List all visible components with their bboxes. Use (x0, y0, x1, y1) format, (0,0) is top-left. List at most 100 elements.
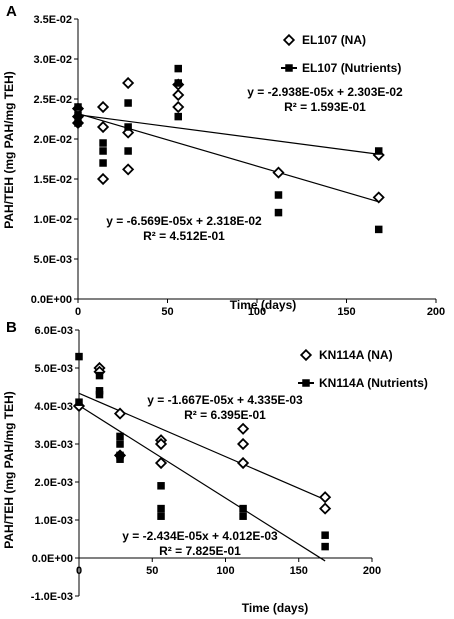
y-tick-label: 5.0E-03 (33, 254, 72, 266)
data-point-nutrients (274, 191, 283, 199)
panel-b-chart: B -1.0E-03 0.0E+00 1.0E-03 2.0E-03 3.0E-03 4.… (2, 319, 428, 615)
data-point-nutrients (95, 371, 104, 380)
panel-b-nutrients-r2: R² = 7.825E-01 (159, 544, 241, 558)
data-point-na (122, 76, 135, 90)
data-point-nutrients (124, 123, 132, 131)
panel-a-points (71, 64, 385, 234)
x-tick-label: 50 (161, 306, 173, 318)
y-tick-label: 4.0E-03 (34, 401, 73, 413)
panel-a-chart: A 0.0E+00 5.0E-03 1.0E-02 1.5E-02 2.0E-02 2.5… (2, 3, 445, 318)
data-point-na (272, 166, 285, 179)
data-point-nutrients (239, 504, 247, 513)
trendline-nutrients (77, 114, 379, 155)
data-point-na (96, 172, 110, 186)
data-point-nutrients (374, 225, 383, 234)
data-point-nutrients (321, 531, 329, 539)
panel-a-x-axis-label: Time (days) (230, 298, 296, 312)
legend-square-icon (302, 379, 310, 387)
panel-b-legend-label-na: KN114A (NA) (319, 348, 393, 362)
data-point-na (122, 163, 135, 176)
panel-b-na-r2: R² = 6.395E-01 (184, 408, 266, 422)
data-point-nutrients (99, 159, 107, 167)
y-tick-label: 2.0E-02 (33, 134, 72, 146)
panel-a-legend-marker-nutrients (281, 64, 297, 72)
y-tick-label: 3.5E-02 (33, 14, 72, 26)
data-point-nutrients (124, 99, 132, 107)
y-tick-label: 6.0E-03 (34, 325, 73, 337)
data-point-nutrients (157, 482, 165, 490)
panel-a-label: A (6, 3, 17, 20)
panel-a-legend-label-na: EL107 (NA) (302, 33, 366, 47)
data-point-nutrients (74, 103, 82, 111)
data-point-nutrients (95, 390, 104, 399)
data-point-nutrients (116, 455, 124, 463)
x-tick-label: 150 (337, 306, 355, 318)
panel-a-nutrients-equation: y = -2.938E-05x + 2.303E-02 (247, 85, 403, 99)
data-point-nutrients (157, 504, 165, 513)
data-point-nutrients (75, 352, 83, 361)
panel-b-y-ticks: -1.0E-03 0.0E+00 1.0E-03 2.0E-03 3.0E-03 4.0E… (31, 325, 79, 603)
panel-a-trendlines (77, 112, 379, 203)
y-tick-label: 0.0E+00 (32, 553, 73, 565)
data-point-na (96, 100, 110, 114)
panel-b-x-axis-label: Time (days) (242, 601, 308, 615)
data-point-nutrients (99, 147, 107, 155)
data-point-nutrients (239, 512, 247, 520)
y-tick-label: 1.5E-02 (33, 174, 72, 186)
panel-b-na-equation: y = -1.667E-05x + 4.335E-03 (147, 393, 303, 407)
panel-a-na-equation: y = -6.569E-05x + 2.318E-02 (106, 214, 262, 228)
trendline-nutrients (78, 405, 326, 562)
panel-a-legend: EL107 (NA) EL107 (Nutrients) (281, 33, 401, 75)
data-point-nutrients (116, 432, 124, 441)
legend-diamond-icon (282, 33, 296, 47)
x-tick-label: 0 (75, 306, 81, 318)
panel-a-nutrients-r2: R² = 1.593E-01 (284, 100, 366, 114)
data-point-na (96, 120, 110, 134)
y-tick-label: 2.0E-03 (34, 477, 73, 489)
legend-diamond-icon (299, 348, 313, 362)
panel-a-x-ticks: 0 50 100 150 200 (75, 299, 445, 318)
y-tick-label: 5.0E-03 (34, 363, 73, 375)
data-point-nutrients (174, 79, 182, 87)
panel-b-legend-marker-nutrients (298, 379, 314, 387)
x-tick-label: 150 (290, 565, 308, 577)
data-point-na (113, 407, 127, 420)
y-tick-label: 0.0E+00 (31, 294, 72, 306)
x-tick-label: 100 (248, 306, 266, 318)
data-point-na (172, 100, 185, 114)
panel-b-nutrients-equation: y = -2.434E-05x + 4.012E-03 (122, 529, 278, 543)
y-tick-label: 3.0E-02 (33, 54, 72, 66)
panel-b-legend: KN114A (NA) KN114A (Nutrients) (298, 348, 428, 390)
data-point-na (319, 502, 332, 515)
trendline-na (77, 112, 379, 203)
panel-b-legend-label-nutrients: KN114A (Nutrients) (319, 376, 428, 390)
data-point-na (237, 422, 250, 435)
data-point-nutrients (75, 398, 83, 406)
panel-b-legend-marker-na (299, 348, 313, 362)
data-point-na (154, 437, 168, 451)
data-point-na (319, 491, 332, 504)
data-point-na (237, 437, 250, 451)
panel-a-y-axis-label: PAH/TEH (mg PAH/mg TEH) (2, 71, 16, 229)
y-tick-label: 3.0E-03 (34, 439, 73, 451)
panel-b-points (72, 352, 332, 551)
data-point-nutrients (174, 64, 182, 73)
data-point-nutrients (157, 512, 165, 520)
data-point-na (237, 456, 250, 470)
panel-a-legend-label-nutrients: EL107 (Nutrients) (302, 61, 401, 75)
data-point-nutrients (116, 440, 124, 448)
data-point-nutrients (124, 147, 132, 155)
y-tick-label: 1.0E-03 (34, 515, 73, 527)
panel-a-legend-marker-na (282, 33, 296, 47)
data-point-nutrients (116, 451, 124, 460)
x-tick-label: 100 (216, 565, 234, 577)
data-point-nutrients (99, 139, 107, 147)
panel-b-y-axis-label: PAH/TEH (mg PAH/mg TEH) (2, 391, 16, 549)
legend-square-icon (285, 64, 293, 72)
y-tick-label: -1.0E-03 (31, 591, 73, 603)
x-tick-label: 200 (363, 565, 381, 577)
data-point-nutrients (274, 208, 283, 217)
data-point-nutrients (374, 147, 383, 155)
